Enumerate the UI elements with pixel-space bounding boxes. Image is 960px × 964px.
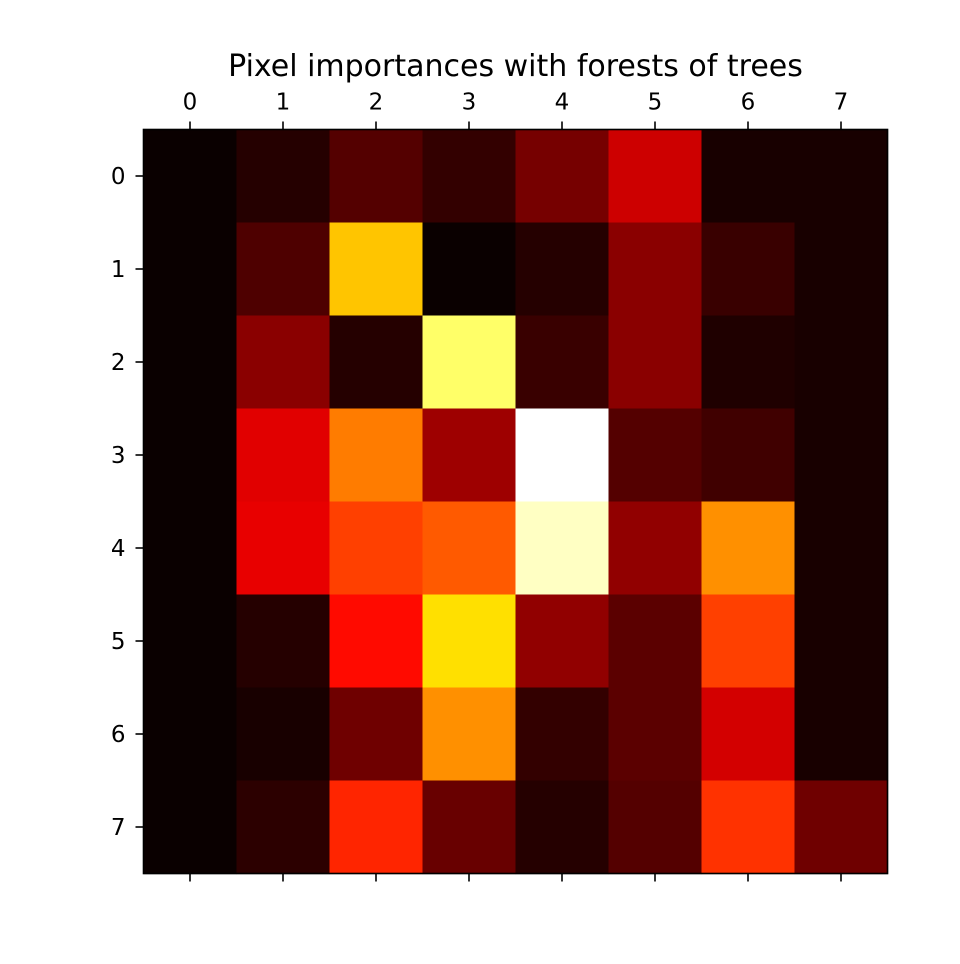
heatmap-cell-r0-c2 bbox=[329, 129, 424, 224]
heatmap-cell-r5-c6 bbox=[701, 594, 796, 689]
heatmap-cell-r4-c1 bbox=[236, 501, 331, 596]
heatmap-cell-r0-c6 bbox=[701, 129, 796, 224]
heatmap-cell-r2-c6 bbox=[701, 315, 796, 410]
y-tick-label-2: 2 bbox=[111, 350, 126, 376]
heatmap-cell-r6-c2 bbox=[329, 687, 424, 782]
heatmap-cell-r1-c6 bbox=[701, 222, 796, 317]
y-tick-label-7: 7 bbox=[111, 815, 126, 841]
heatmap-cell-r1-c4 bbox=[515, 222, 610, 317]
heatmap-cell-r7-c3 bbox=[422, 780, 517, 875]
heatmap-cell-r7-c0 bbox=[143, 780, 238, 875]
y-tick-label-3: 3 bbox=[111, 443, 126, 469]
heatmap-cell-r5-c3 bbox=[422, 594, 517, 689]
heatmap-cell-r0-c0 bbox=[143, 129, 238, 224]
heatmap-cell-r2-c5 bbox=[608, 315, 703, 410]
heatmap-cell-r2-c0 bbox=[143, 315, 238, 410]
heatmap-cell-r2-c1 bbox=[236, 315, 331, 410]
x-tick-label-6: 6 bbox=[741, 90, 756, 116]
heatmap-cell-r6-c6 bbox=[701, 687, 796, 782]
heatmap-cell-r4-c6 bbox=[701, 501, 796, 596]
x-tick-label-7: 7 bbox=[834, 90, 849, 116]
heatmap-cell-r1-c0 bbox=[143, 222, 238, 317]
heatmap-cell-r1-c5 bbox=[608, 222, 703, 317]
heatmap-cell-r5-c2 bbox=[329, 594, 424, 689]
heatmap-cell-r7-c4 bbox=[515, 780, 610, 875]
heatmap-cell-r5-c5 bbox=[608, 594, 703, 689]
heatmap-cell-r1-c1 bbox=[236, 222, 331, 317]
heatmap-cell-r3-c2 bbox=[329, 408, 424, 503]
heatmap-cell-r4-c4 bbox=[515, 501, 610, 596]
heatmap-cell-r3-c0 bbox=[143, 408, 238, 503]
plot-frame bbox=[142, 128, 889, 875]
heatmap-cell-r3-c7 bbox=[794, 408, 889, 503]
heatmap-cell-r7-c6 bbox=[701, 780, 796, 875]
x-tick-label-1: 1 bbox=[276, 90, 291, 116]
heatmap-cell-r1-c2 bbox=[329, 222, 424, 317]
heatmap-cell-r6-c1 bbox=[236, 687, 331, 782]
x-tick-label-3: 3 bbox=[462, 90, 477, 116]
heatmap-cell-r0-c3 bbox=[422, 129, 517, 224]
y-tick-label-6: 6 bbox=[111, 722, 126, 748]
y-tick-label-0: 0 bbox=[111, 164, 126, 190]
heatmap-cell-r1-c3 bbox=[422, 222, 517, 317]
heatmap-cell-r2-c4 bbox=[515, 315, 610, 410]
y-tick-label-4: 4 bbox=[111, 536, 126, 562]
heatmap-cell-r3-c1 bbox=[236, 408, 331, 503]
heatmap-cell-r5-c0 bbox=[143, 594, 238, 689]
heatmap-cell-r5-c7 bbox=[794, 594, 889, 689]
heatmap-cell-r3-c6 bbox=[701, 408, 796, 503]
heatmap-cell-r3-c3 bbox=[422, 408, 517, 503]
x-tick-label-0: 0 bbox=[183, 90, 198, 116]
axis-ticks: 0 1 2 3 4 5 6 7 0 1 2 3 4 5 6 7 bbox=[111, 90, 848, 882]
heatmap-cell-r7-c2 bbox=[329, 780, 424, 875]
heatmap-cell-r2-c7 bbox=[794, 315, 889, 410]
chart-title: Pixel importances with forests of trees bbox=[228, 49, 803, 84]
x-tick-label-4: 4 bbox=[555, 90, 570, 116]
heatmap-cell-r4-c0 bbox=[143, 501, 238, 596]
heatmap-cell-r6-c7 bbox=[794, 687, 889, 782]
heatmap-cell-r7-c1 bbox=[236, 780, 331, 875]
heatmap-cell-r6-c5 bbox=[608, 687, 703, 782]
heatmap-cell-r7-c7 bbox=[794, 780, 889, 875]
heatmap-cell-r6-c0 bbox=[143, 687, 238, 782]
x-tick-label-2: 2 bbox=[369, 90, 384, 116]
heatmap-cell-r2-c2 bbox=[329, 315, 424, 410]
heatmap-cell-r7-c5 bbox=[608, 780, 703, 875]
heatmap-cell-r0-c4 bbox=[515, 129, 610, 224]
heatmap-cell-r6-c3 bbox=[422, 687, 517, 782]
heatmap-cell-r5-c1 bbox=[236, 594, 331, 689]
heatmap-cell-r0-c1 bbox=[236, 129, 331, 224]
heatmap-cell-r4-c7 bbox=[794, 501, 889, 596]
heatmap-cell-r6-c4 bbox=[515, 687, 610, 782]
y-tick-label-1: 1 bbox=[111, 257, 126, 283]
heatmap-cell-r4-c5 bbox=[608, 501, 703, 596]
heatmap-cell-r5-c4 bbox=[515, 594, 610, 689]
heatmap-cell-r3-c5 bbox=[608, 408, 703, 503]
heatmap-cell-r0-c5 bbox=[608, 129, 703, 224]
heatmap-cell-r4-c2 bbox=[329, 501, 424, 596]
heatmap-cells bbox=[143, 129, 889, 875]
heatmap-cell-r3-c4 bbox=[515, 408, 610, 503]
heatmap-cell-r0-c7 bbox=[794, 129, 889, 224]
heatmap-cell-r4-c3 bbox=[422, 501, 517, 596]
x-tick-label-5: 5 bbox=[648, 90, 663, 116]
heatmap-cell-r1-c7 bbox=[794, 222, 889, 317]
y-tick-label-5: 5 bbox=[111, 629, 126, 655]
heatmap-cell-r2-c3 bbox=[422, 315, 517, 410]
